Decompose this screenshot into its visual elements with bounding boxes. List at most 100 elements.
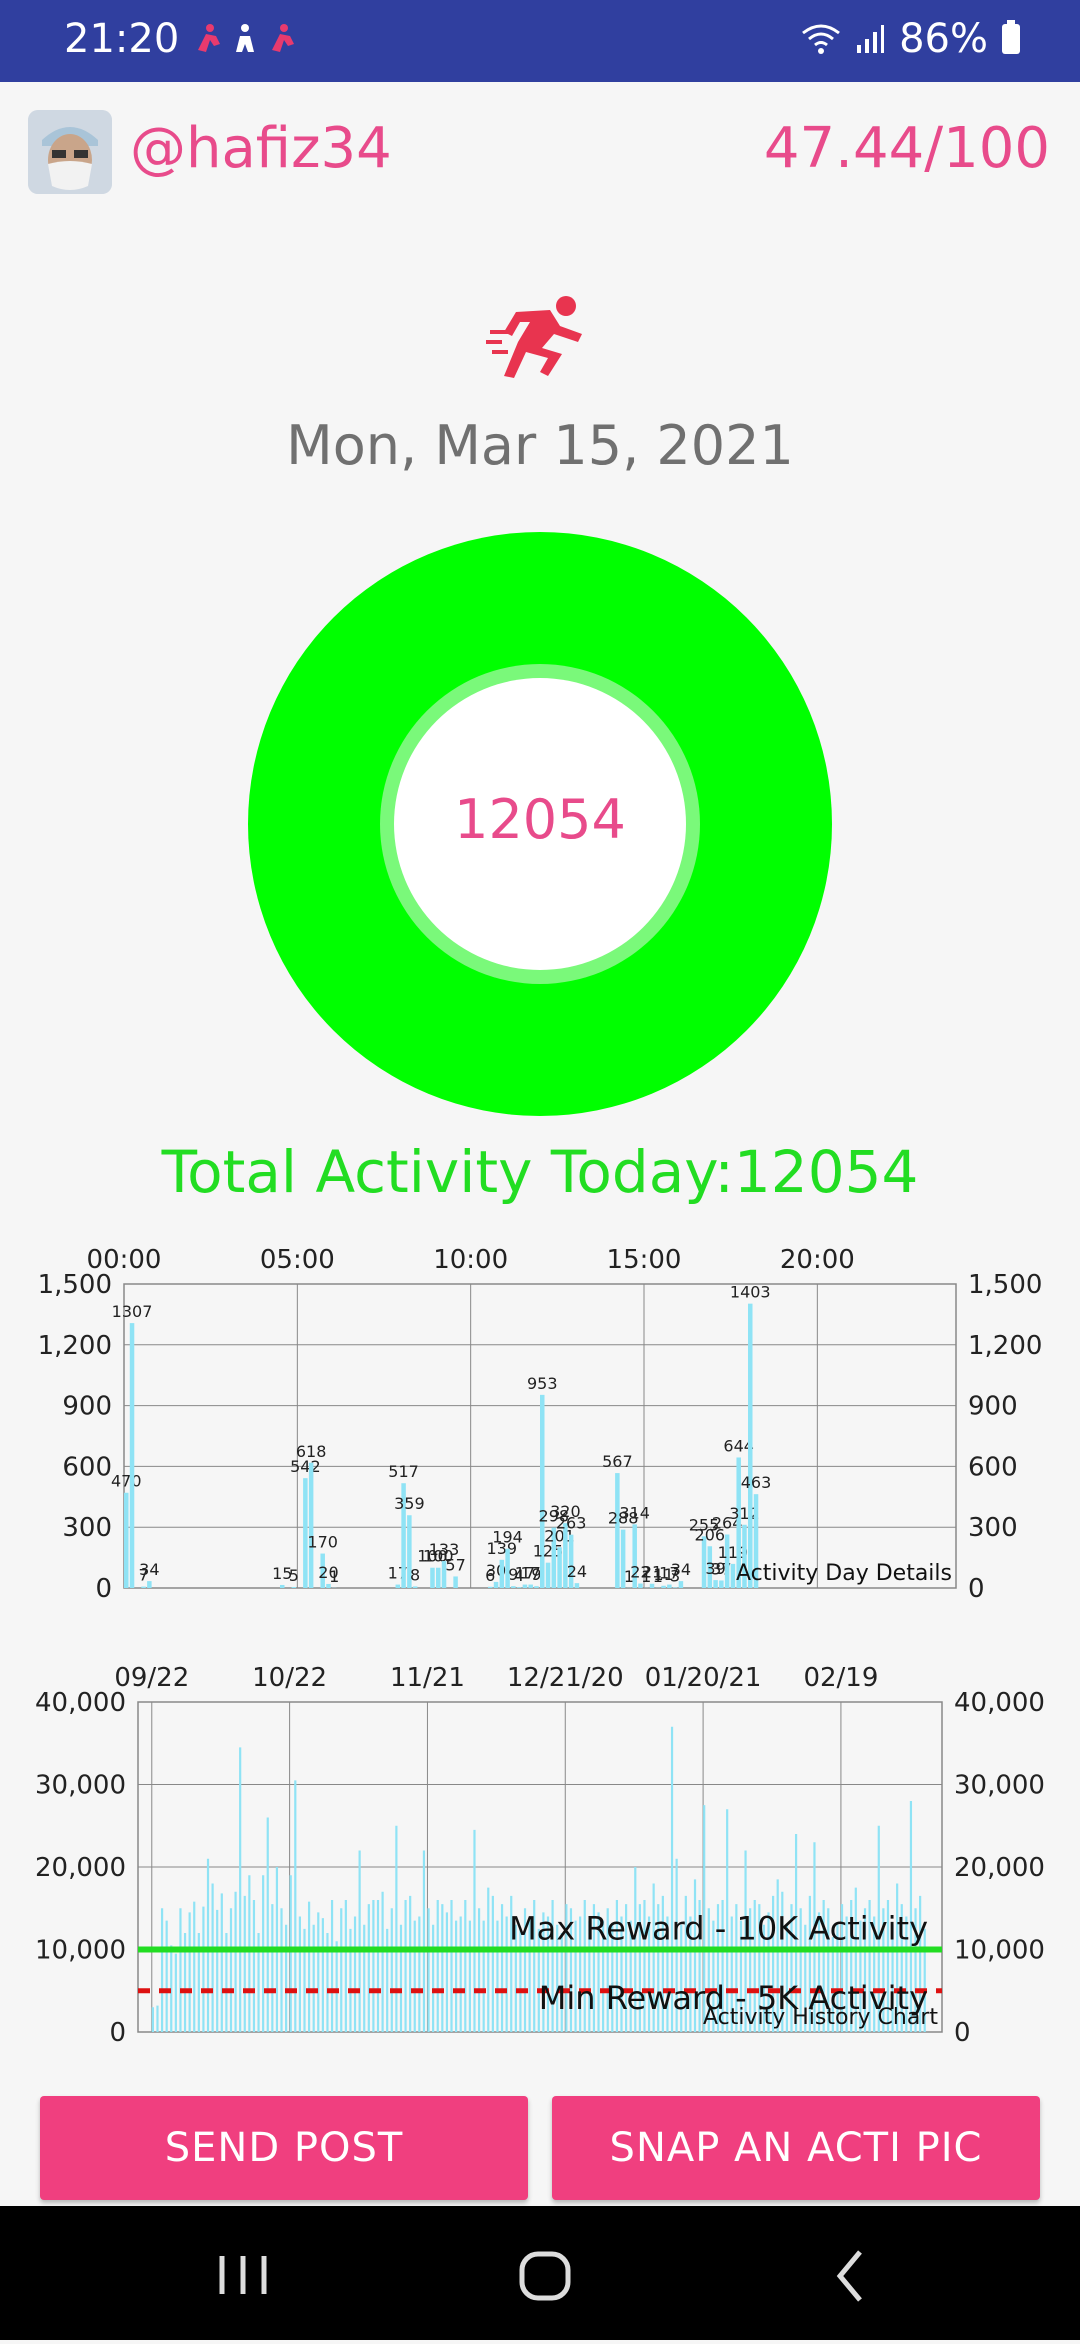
send-post-button[interactable]: SEND POST — [40, 2096, 528, 2200]
bar — [336, 1941, 338, 2032]
data-label: 5 — [289, 1566, 299, 1585]
bar — [453, 1576, 458, 1588]
bar — [216, 1910, 218, 2032]
bar — [359, 1851, 361, 2033]
signal-icon — [855, 23, 885, 55]
back-icon — [840, 2252, 860, 2300]
y-tick-label-left: 900 — [62, 1392, 112, 1422]
y-tick-label-right: 1,500 — [968, 1270, 1042, 1300]
bar — [253, 1900, 255, 2032]
bar — [395, 1826, 397, 2032]
bar — [455, 1921, 457, 2032]
y-tick-label-right: 600 — [968, 1452, 1018, 1482]
x-tick-label: 15:00 — [607, 1245, 682, 1275]
data-label: 618 — [296, 1442, 327, 1461]
y-tick-label-left: 600 — [62, 1452, 112, 1482]
bar — [309, 1463, 314, 1588]
battery-icon — [1002, 24, 1020, 54]
y-tick-label-right: 20,000 — [954, 1853, 1045, 1883]
bar — [432, 1925, 434, 2032]
runner-icon — [486, 292, 594, 392]
bar — [313, 1925, 315, 2032]
bar — [124, 1493, 129, 1588]
bar — [244, 1896, 246, 2032]
bar — [368, 1904, 370, 2032]
x-tick-label: 20:00 — [780, 1245, 855, 1275]
runner-notification-icon — [272, 24, 294, 52]
bar — [271, 1904, 273, 2032]
y-tick-label-right: 10,000 — [954, 1936, 1045, 1966]
bar — [331, 1900, 333, 2032]
bar — [436, 1568, 441, 1588]
y-tick-label-left: 300 — [62, 1513, 112, 1543]
x-tick-label: 05:00 — [260, 1245, 335, 1275]
y-tick-label-left: 1,200 — [38, 1331, 112, 1361]
notification-icons — [190, 22, 300, 62]
data-label: 57 — [445, 1555, 465, 1574]
bar — [409, 1896, 411, 2032]
bar — [230, 1908, 232, 2032]
bar — [207, 1859, 209, 2032]
bar — [575, 1583, 580, 1588]
x-tick-label: 11/21 — [390, 1663, 465, 1693]
y-tick-label-left: 20,000 — [35, 1853, 126, 1883]
bar — [161, 1908, 163, 2032]
y-tick-label-right: 30,000 — [954, 1771, 1045, 1801]
y-tick-label-left: 40,000 — [35, 1688, 126, 1718]
bar — [377, 1900, 379, 2032]
x-tick-label: 10:00 — [433, 1245, 508, 1275]
data-label: 24 — [567, 1562, 587, 1581]
bar — [239, 1747, 241, 2032]
bar — [354, 1917, 356, 2033]
runner-notification-icon — [198, 24, 220, 52]
x-tick-label: 02/19 — [803, 1663, 878, 1693]
bar — [500, 1560, 505, 1588]
bar — [141, 1587, 146, 1588]
bar — [262, 1875, 264, 2032]
data-label: 263 — [556, 1514, 587, 1533]
bar — [446, 1912, 448, 2032]
chart-corner-label: Activity History Chart — [703, 2005, 938, 2030]
bar — [460, 1917, 462, 2033]
bar — [523, 1585, 528, 1588]
data-label: 567 — [602, 1452, 633, 1471]
bar — [147, 1581, 152, 1588]
bar — [418, 1917, 420, 2033]
bar — [483, 1921, 485, 2032]
bar — [317, 1912, 319, 2032]
data-label: 34 — [139, 1560, 159, 1579]
score: 47.44/100 — [764, 116, 1050, 181]
data-label: 1403 — [730, 1283, 771, 1302]
bar — [175, 1954, 177, 2032]
bar — [294, 1780, 296, 2032]
snap-pic-button[interactable]: SNAP AN ACTI PIC — [552, 2096, 1040, 2200]
x-tick-label: 00:00 — [87, 1245, 162, 1275]
username[interactable]: @hafiz34 — [130, 116, 392, 181]
y-tick-label-left: 10,000 — [35, 1936, 126, 1966]
bar — [427, 1908, 429, 2032]
x-tick-label: 12/21/20 — [507, 1663, 624, 1693]
bar — [557, 1547, 562, 1588]
bar — [221, 1893, 223, 2032]
bar — [615, 1473, 620, 1588]
bar — [152, 2007, 154, 2032]
figure-notification-icon — [236, 24, 254, 52]
bar — [423, 1851, 425, 2033]
avatar[interactable] — [28, 110, 112, 194]
bar — [345, 1900, 347, 2032]
y-tick-label-right: 300 — [968, 1513, 1018, 1543]
bar — [731, 1564, 736, 1588]
bar — [487, 1888, 489, 2032]
bar — [528, 1585, 533, 1588]
bar — [280, 1585, 285, 1588]
bar — [450, 1900, 452, 2032]
bar — [130, 1323, 135, 1588]
bar — [492, 1896, 494, 2032]
bar — [234, 1892, 236, 2032]
bar — [267, 1818, 269, 2033]
bar — [179, 1908, 181, 2032]
bar — [372, 1900, 374, 2032]
reference-line-label: Max Reward - 10K Activity — [509, 1910, 928, 1948]
y-tick-label-left: 0 — [109, 2018, 126, 2048]
activity-date: Mon, Mar 15, 2021 — [0, 414, 1080, 477]
